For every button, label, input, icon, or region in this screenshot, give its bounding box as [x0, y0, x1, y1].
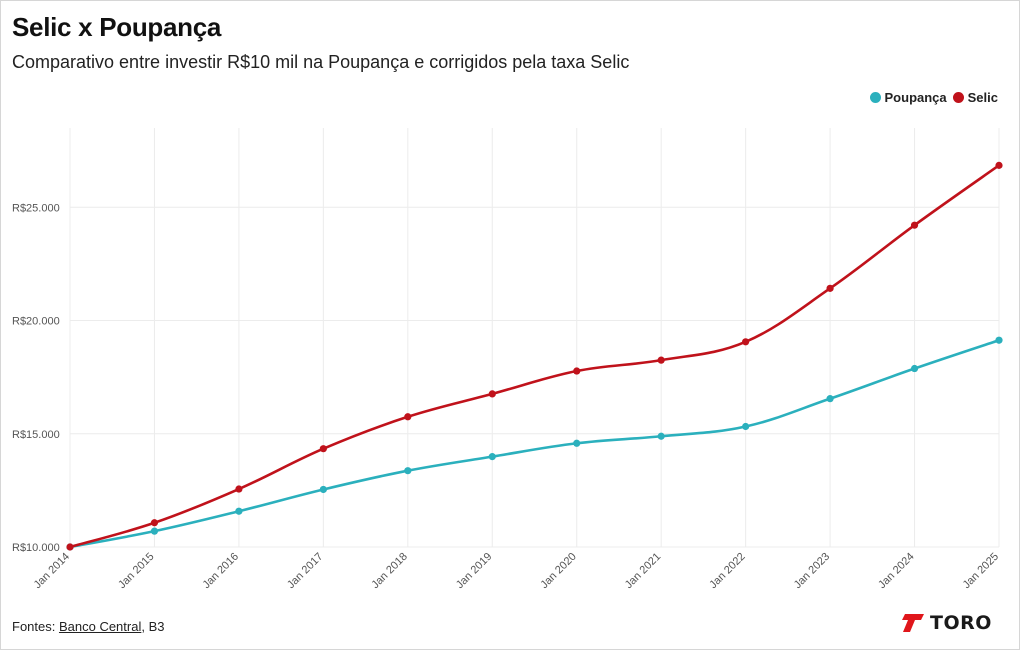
x-tick-label: Jan 2021 — [623, 551, 663, 591]
data-point-poupanca — [235, 507, 243, 515]
x-tick-label: Jan 2016 — [201, 551, 241, 591]
data-point-selic — [657, 356, 665, 364]
data-point-selic — [995, 161, 1003, 169]
data-point-selic — [235, 485, 243, 493]
data-point-poupanca — [995, 336, 1003, 344]
y-tick-label: R$25.000 — [12, 202, 60, 214]
toro-logo: TORO — [902, 612, 992, 634]
data-point-poupanca — [404, 467, 412, 475]
data-point-selic — [66, 543, 74, 551]
data-point-poupanca — [742, 422, 750, 431]
data-point-poupanca — [573, 439, 581, 447]
data-point-poupanca — [488, 453, 496, 461]
legend-label-poupanca: Poupança — [884, 90, 947, 105]
x-tick-label: Jan 2022 — [707, 551, 747, 591]
data-point-poupanca — [910, 364, 919, 373]
data-point-selic — [404, 413, 412, 421]
y-tick-label: R$20.000 — [12, 316, 60, 328]
data-point-poupanca — [826, 395, 834, 403]
legend-swatch-poupanca — [869, 92, 881, 103]
sources-footer: Fontes: Banco Central, B3 — [12, 619, 164, 634]
sources-prefix: Fontes: — [12, 619, 59, 634]
x-tick-label: Jan 2019 — [454, 551, 494, 591]
x-tick-label: Jan 2025 — [961, 551, 1001, 591]
logo-text: TORO — [930, 612, 992, 634]
x-tick-label: Jan 2018 — [369, 551, 409, 591]
data-point-poupanca — [150, 527, 159, 535]
data-point-selic — [826, 284, 834, 292]
chart-title: Selic x Poupança — [12, 12, 222, 42]
data-point-selic — [488, 390, 496, 398]
legend-item-selic[interactable]: Selic — [952, 90, 998, 105]
legend: Poupança Selic — [869, 90, 998, 105]
data-point-selic — [319, 445, 327, 453]
sources-suffix: , B3 — [141, 619, 165, 634]
data-point-selic — [742, 338, 750, 346]
x-tick-label: Jan 2015 — [116, 551, 156, 591]
data-point-selic — [910, 221, 919, 229]
chart-subtitle: Comparativo entre investir R$10 mil na P… — [12, 52, 630, 72]
legend-item-poupanca[interactable]: Poupança — [869, 90, 947, 105]
data-point-poupanca — [319, 485, 327, 494]
series-line-poupanca — [68, 338, 1001, 549]
x-tick-label: Jan 2023 — [792, 551, 832, 591]
y-tick-label: R$15.000 — [12, 429, 60, 441]
toro-logo-icon — [902, 614, 924, 632]
x-tick-label: Jan 2014 — [32, 551, 72, 591]
y-tick-label: R$10.000 — [12, 542, 60, 554]
data-point-selic — [150, 519, 159, 527]
data-point-poupanca — [657, 432, 665, 440]
x-tick-label: Jan 2017 — [285, 551, 325, 591]
x-tick-label: Jan 2024 — [876, 551, 916, 591]
legend-swatch-selic — [952, 92, 964, 103]
data-point-selic — [573, 367, 581, 375]
series-line-selic — [68, 164, 1001, 549]
legend-label-selic: Selic — [967, 90, 998, 105]
x-tick-label: Jan 2020 — [538, 551, 578, 591]
source-link-banco-central[interactable]: Banco Central — [58, 619, 142, 634]
